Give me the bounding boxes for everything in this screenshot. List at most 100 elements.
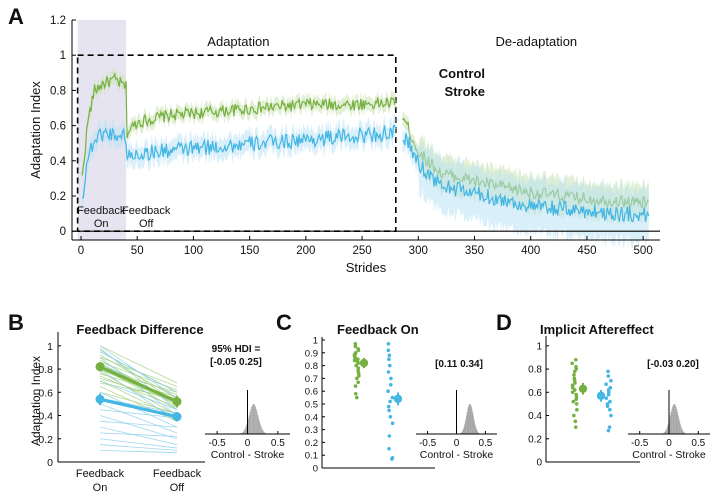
data-point-control: [570, 361, 574, 366]
hist-bar: [664, 432, 665, 434]
hist-bar: [671, 409, 673, 434]
y-tick-label: 0.8: [50, 85, 66, 97]
mean-marker-stroke: [596, 391, 606, 400]
x-tick-label: 50: [131, 245, 144, 257]
y-tick-label-c: 0.4: [305, 412, 318, 423]
hist-bar: [673, 404, 675, 434]
subject-line-stroke: [99, 420, 178, 428]
band-stroke-1: [402, 122, 649, 249]
data-point-control: [353, 391, 358, 396]
data-point-control: [573, 425, 578, 429]
y-tick-label-c: 0.9: [305, 348, 318, 359]
data-point-control: [570, 385, 575, 390]
subject-line-stroke: [99, 426, 178, 445]
data-point-control: [356, 380, 361, 385]
subject-line-stroke: [99, 432, 178, 437]
data-point-control: [353, 384, 358, 388]
data-point-stroke: [604, 382, 608, 386]
hist-bar: [260, 426, 262, 434]
hist-bar: [679, 421, 681, 434]
data-point-control: [573, 419, 578, 424]
hist-bar: [471, 409, 473, 434]
hist-bar: [461, 431, 463, 434]
hist-bar: [241, 432, 243, 434]
hist-x-tick-label: -0.5: [419, 438, 437, 449]
hist-bar: [261, 428, 263, 434]
hist-bar: [247, 418, 249, 434]
hist-bar: [257, 415, 259, 434]
y-tick-label: 0.6: [50, 121, 66, 133]
y-tick-label-c: 0.3: [305, 425, 318, 436]
data-point-stroke: [390, 395, 395, 400]
x-category-label-b: Off: [170, 482, 185, 494]
hist-bar: [681, 428, 683, 434]
data-point-stroke: [609, 413, 613, 418]
subject-line-control: [99, 371, 178, 416]
hist-bar: [473, 418, 475, 434]
panel-label-a: A: [8, 4, 24, 29]
y-tick-label-d: 0.8: [528, 365, 542, 376]
subject-line-stroke: [99, 351, 178, 393]
hist-bar: [667, 424, 669, 434]
x-tick-label: 350: [465, 245, 484, 257]
data-point-stroke: [387, 408, 391, 413]
mean-marker-control: [578, 384, 588, 393]
hdi-label-d: [-0.03 0.20]: [647, 359, 699, 370]
y-tick-label-c: 0.1: [305, 451, 318, 462]
data-point-control: [574, 402, 579, 406]
data-point-stroke: [387, 357, 391, 362]
y-tick-label: 1.2: [50, 15, 66, 27]
x-tick-label: 250: [352, 245, 371, 257]
hist-bar: [672, 405, 674, 434]
panel-label-c: C: [276, 310, 292, 335]
x-tick-label: 500: [634, 245, 653, 257]
y-tick-label-d: 0: [536, 458, 542, 469]
data-point-control: [572, 369, 577, 374]
data-point-control: [356, 361, 361, 365]
subject-line-stroke: [99, 380, 178, 411]
hist-bar: [264, 432, 266, 434]
hist-bar: [675, 406, 677, 434]
hist-bar: [263, 431, 265, 434]
x-category-label-b: Feedback: [153, 468, 202, 480]
hist-bar: [666, 426, 668, 434]
y-tick-label-d: 0.2: [528, 434, 542, 445]
hist-bar: [477, 431, 479, 434]
mean-marker-stroke: [172, 412, 182, 422]
adaptation-label: Adaptation: [207, 34, 269, 49]
data-point-control: [572, 373, 576, 377]
data-point-control: [572, 413, 576, 418]
panel-label-b: B: [8, 310, 24, 335]
data-point-stroke: [606, 369, 610, 374]
data-point-control: [354, 363, 359, 368]
x-tick-label: 150: [240, 245, 259, 257]
legend-control: Control: [439, 66, 485, 81]
subject-line-stroke: [99, 438, 178, 449]
data-point-control: [353, 344, 358, 349]
hist-bar: [677, 412, 678, 434]
feedback-off-label: Feedback: [122, 205, 171, 217]
subject-line-stroke: [99, 357, 178, 416]
y-tick-label-b: 0.2: [38, 434, 53, 446]
data-point-stroke: [388, 399, 392, 404]
data-point-stroke: [606, 374, 611, 378]
y-tick-label-b: 0.4: [38, 411, 53, 423]
series-line-stroke-0: [81, 124, 397, 199]
subject-line-control: [99, 345, 178, 384]
hist-bar: [663, 432, 665, 434]
data-point-control: [574, 357, 578, 362]
data-point-control: [356, 348, 361, 353]
hist-x-tick-label: 0.5: [691, 438, 705, 449]
hist-bar: [476, 430, 478, 434]
data-point-stroke: [605, 404, 610, 409]
y-tick-label-b: 0: [47, 457, 53, 469]
panel-title-b: Feedback Difference: [76, 322, 203, 337]
hdi-label-b: [-0.05 0.25]: [210, 357, 262, 368]
y-tick-label-c: 0.6: [305, 387, 318, 398]
panel-label-d: D: [496, 310, 512, 335]
data-point-control: [572, 388, 577, 392]
hist-bar: [683, 432, 685, 434]
subject-line-stroke: [99, 415, 178, 440]
subject-line-control: [99, 386, 178, 422]
y-tick-label: 1: [60, 50, 66, 62]
